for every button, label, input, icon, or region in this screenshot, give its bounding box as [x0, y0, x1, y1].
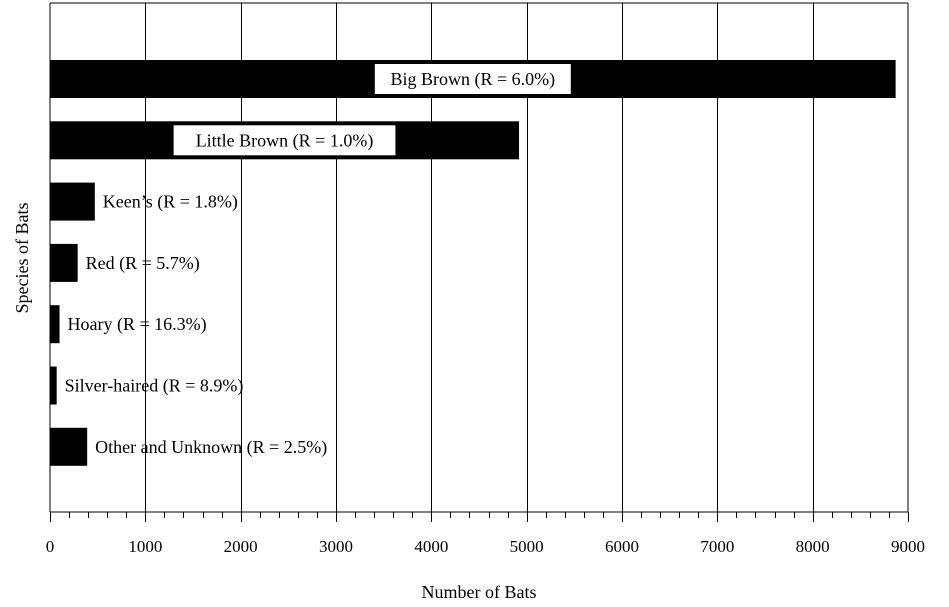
x-axis-tick-labels: 0 1000 2000 3000 4000 5000 6000 7000 8000 9000 [46, 537, 925, 556]
x-tick-label: 8000 [796, 537, 830, 556]
x-tick-label: 7000 [700, 537, 734, 556]
bar-label: Keen’s (R = 1.8%) [103, 192, 238, 213]
bar-label-box [173, 125, 396, 156]
x-tick-label: 6000 [605, 537, 639, 556]
bar-label: Hoary (R = 16.3%) [68, 314, 207, 335]
x-tick-label: 2000 [224, 537, 258, 556]
x-tick-label: 5000 [510, 537, 544, 556]
bar-label: Little Brown (R = 1.0%) [196, 130, 374, 151]
bar-label: Big Brown (R = 6.0%) [390, 69, 555, 90]
x-tick-label: 1000 [128, 537, 162, 556]
x-tick-label: 0 [46, 537, 55, 556]
x-tick-label: 4000 [414, 537, 448, 556]
bar [50, 243, 78, 282]
x-tick-label: 3000 [319, 537, 353, 556]
bar-label-box [374, 64, 571, 94]
y-axis-title: Species of Bats [12, 203, 32, 314]
bar [50, 427, 88, 466]
bar [50, 182, 95, 221]
x-tick-label: 9000 [891, 537, 925, 556]
bar [50, 366, 57, 405]
bar-label: Other and Unknown (R = 2.5%) [95, 437, 327, 458]
bar [50, 305, 60, 344]
bars: Big Brown (R = 6.0%) Little Brown (R = 1.… [50, 60, 896, 466]
x-axis-title: Number of Bats [422, 582, 537, 602]
bar-label: Red (R = 5.7%) [86, 253, 200, 274]
x-axis-ticks [50, 512, 909, 522]
bar-label: Silver-haired (R = 8.9%) [65, 376, 244, 397]
